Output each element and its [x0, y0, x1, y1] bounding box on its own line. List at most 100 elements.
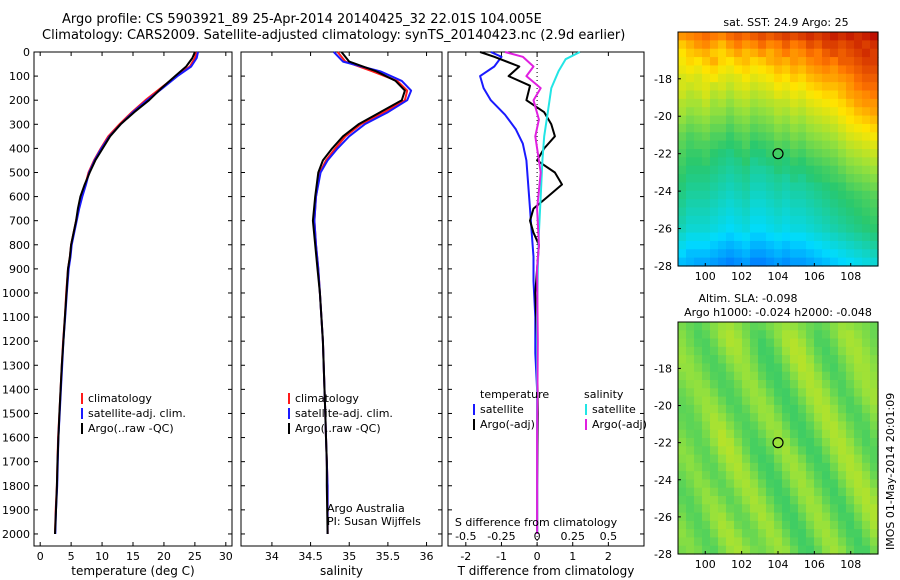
sla_map-cell: [838, 346, 847, 356]
sst_map-cell: [806, 182, 815, 192]
sla_map-cell: [798, 545, 807, 555]
sst_map-cell: [750, 140, 759, 150]
sla_map-cell: [718, 471, 727, 481]
sla_map-cell: [742, 346, 751, 356]
sst_map-cell: [694, 98, 703, 108]
sla_map-cell: [686, 338, 695, 348]
sst_map-cell: [702, 115, 711, 125]
sst_map-cell: [798, 32, 807, 41]
sst_map-cell: [774, 190, 783, 200]
sst_map-cell: [822, 107, 831, 117]
sla_map-cell: [870, 537, 879, 547]
sst_map-cell: [862, 224, 871, 234]
sst_map-cell: [838, 165, 847, 175]
sst_map-cell: [750, 207, 759, 217]
sla_map-cell: [702, 446, 711, 456]
sst_map-cell: [782, 190, 791, 200]
sla_map-cell: [830, 487, 839, 497]
sla_map-cell: [718, 322, 727, 331]
sla_map-cell: [710, 396, 719, 406]
salinity-xtick-label: 35: [342, 550, 356, 563]
sla_map-cell: [678, 371, 687, 381]
sla_map-cell: [774, 520, 783, 530]
sla_map-cell: [798, 346, 807, 356]
sst_map-cell: [710, 107, 719, 117]
sst_map-cell: [814, 249, 823, 259]
sst_map-cell: [686, 174, 695, 184]
sla_map-cell: [798, 496, 807, 505]
sla_map-cell: [790, 545, 799, 555]
sla_map-cell: [750, 446, 759, 456]
sla_map-cell: [750, 520, 759, 530]
sla_map-cell: [830, 520, 839, 530]
sla_map-cell: [726, 479, 735, 489]
sst_map-cell: [694, 132, 703, 142]
sla_map-cell: [838, 322, 847, 331]
sla_map-cell: [822, 322, 831, 331]
sst_map-cell: [678, 132, 687, 142]
sla_map-cell: [822, 429, 831, 439]
sla_map-cell: [870, 330, 879, 340]
sst_map-cell: [822, 132, 831, 142]
sla_map-cell: [726, 429, 735, 439]
sst_map-cell: [686, 132, 695, 142]
sla_map-cell: [710, 529, 719, 539]
sst_map-cell: [710, 73, 719, 83]
sla_map-cell: [718, 413, 727, 423]
sst_map-cell: [750, 115, 759, 125]
sst_map-cell: [734, 132, 743, 142]
sst_map-cell: [774, 257, 783, 267]
sst_map-cell: [790, 207, 799, 217]
sla_map-cell: [806, 404, 815, 414]
sla_map-cell: [694, 496, 703, 505]
sla_map-cell: [710, 520, 719, 530]
sla_map-cell: [854, 429, 863, 439]
sla_map-cell: [758, 421, 767, 431]
sla_map-cell: [694, 512, 703, 522]
sst_map-cell: [838, 190, 847, 200]
sla_map-cell: [726, 388, 735, 398]
sst_map-cell: [758, 157, 767, 167]
sst_map-cell: [814, 40, 823, 50]
sla_map-cell: [846, 413, 855, 423]
sla_map-cell: [678, 537, 687, 547]
sst_map-cell: [798, 182, 807, 192]
salinity-xtick-label: 34.5: [298, 550, 323, 563]
sla_map-cell: [862, 479, 871, 489]
sla_map-cell: [862, 496, 871, 505]
sst_map-cell: [790, 48, 799, 58]
sla_map-cell: [702, 537, 711, 547]
sst_map-cell: [766, 174, 775, 184]
sla_map-cell: [838, 413, 847, 423]
sla_map-cell: [830, 479, 839, 489]
sla_map-cell: [806, 545, 815, 555]
sst_map-cell: [742, 115, 751, 125]
sla_map-cell: [838, 537, 847, 547]
sst_map-cell: [726, 40, 735, 50]
sla_map-cell: [830, 355, 839, 365]
sla_map-cell: [870, 363, 879, 373]
sla_map-cell: [870, 496, 879, 505]
sst_map-cell: [710, 90, 719, 100]
sla_map-cell: [774, 355, 783, 365]
sst_map-cell: [806, 249, 815, 259]
sst_map-cell: [806, 240, 815, 250]
sla_map-cell: [854, 371, 863, 381]
sst_map-cell: [710, 207, 719, 217]
sla_map-cell: [710, 438, 719, 447]
sst_map-cell: [766, 182, 775, 192]
sla_map-cell: [718, 446, 727, 456]
sla_map-cell: [822, 545, 831, 555]
sla_map-cell: [766, 504, 775, 514]
salinity-annotation: PI: Susan Wijffels: [327, 515, 421, 528]
sst_map-cell: [830, 240, 839, 250]
difference-top-axis-label: S difference from climatology: [455, 516, 618, 529]
sst_map-cell: [862, 207, 871, 217]
sst_map-cell: [678, 157, 687, 167]
sst_map-cell: [702, 98, 711, 108]
sla_map-cell: [774, 471, 783, 481]
sla_map-cell: [686, 471, 695, 481]
sst_map-cell: [798, 48, 807, 58]
sst_map-cell: [806, 174, 815, 184]
